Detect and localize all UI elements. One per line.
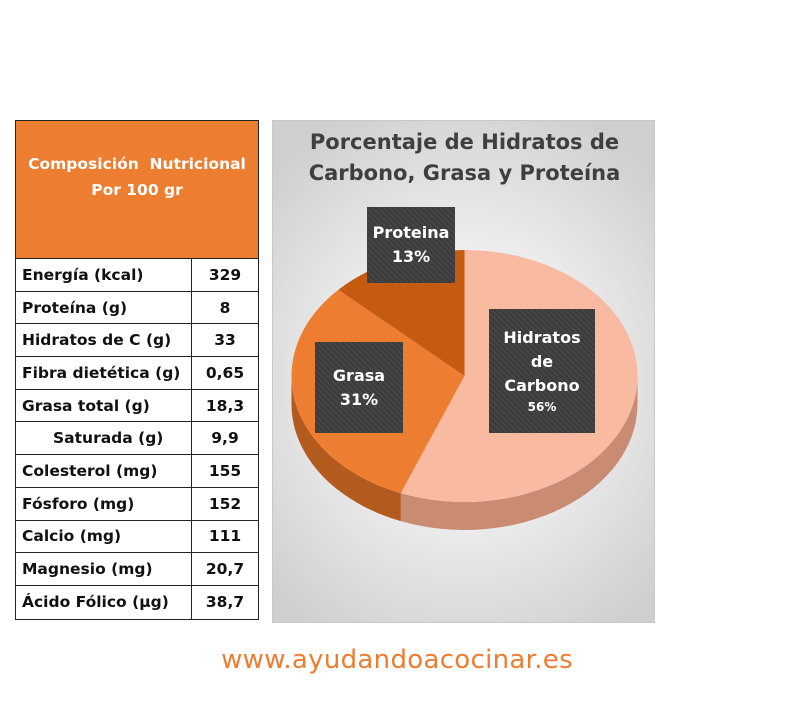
row-label: Ácido Fólico (µg): [16, 585, 192, 619]
row-value: 111: [208, 527, 242, 546]
row-value: 18,3: [205, 396, 245, 415]
row-label: Energía (kcal): [16, 259, 192, 291]
table-row: Fibra dietética (g) 0,65: [16, 357, 258, 390]
row-label: Fósforo (mg): [16, 487, 192, 520]
table-row: Fósforo (mg) 152: [16, 487, 258, 521]
site-url-link[interactable]: www.ayudandoacocinar.es: [221, 645, 573, 675]
slice-name-label: Hidratos de Carbono: [503, 328, 581, 395]
row-label: Fibra dietética (g): [16, 357, 192, 389]
row-value: 38,7: [205, 593, 245, 612]
slice-percent-label: 31%: [339, 389, 379, 409]
table-header-line2: Por 100 gr: [91, 181, 183, 199]
slice-name-label: Grasa: [332, 365, 386, 385]
pie-side-grasa: [291, 376, 401, 522]
chart-panel: Porcentaje de Hidratos de Carbono, Grasa…: [272, 120, 655, 623]
row-label: Calcio (mg): [16, 520, 192, 553]
row-label: Saturada (g): [16, 422, 192, 455]
slice-name-label: Proteina: [372, 223, 450, 242]
data-label-hidratos: Hidratos de Carbono 56%: [489, 309, 595, 433]
data-label-grasa: Grasa 31%: [315, 342, 403, 433]
table-row: Grasa total (g) 18,3: [16, 389, 258, 423]
row-label: Grasa total (g): [16, 389, 192, 422]
row-label: Colesterol (mg): [16, 455, 192, 487]
row-label: Hidratos de C (g): [16, 324, 192, 357]
chart-title: Porcentaje de Hidratos de Carbono, Grasa…: [308, 130, 621, 185]
pie-side-hidratos-de-carbono: [400, 376, 638, 530]
data-label-proteina: Proteina 13%: [367, 207, 455, 283]
row-value: 155: [208, 461, 242, 480]
row-value: 0,65: [205, 363, 245, 382]
row-value: 33: [214, 331, 236, 350]
table-row: Calcio (mg) 111: [16, 520, 258, 554]
table-row: Colesterol (mg) 155: [16, 455, 258, 488]
table-header: Composición Nutricional Por 100 gr: [16, 121, 258, 259]
row-value: 329: [208, 265, 242, 284]
table-row: Ácido Fólico (µg) 38,7: [16, 585, 258, 619]
table-row: Proteína (g) 8: [16, 291, 258, 325]
row-value: 152: [208, 494, 242, 513]
table-row: Energía (kcal) 329: [16, 259, 258, 292]
row-value: 8: [219, 298, 231, 317]
table-row: Saturada (g) 9,9: [16, 422, 258, 456]
table-row: Hidratos de C (g) 33: [16, 324, 258, 358]
table-row: Magnesio (mg) 20,7: [16, 553, 258, 586]
slice-percent-label: 13%: [391, 247, 431, 266]
nutrition-table: Composición Nutricional Por 100 gr Energ…: [15, 120, 259, 620]
row-value: 9,9: [211, 429, 239, 448]
row-label: Magnesio (mg): [16, 553, 192, 585]
slice-percent-label: 56%: [527, 400, 557, 414]
table-header-line1: Composición Nutricional: [28, 155, 246, 173]
row-label: Proteína (g): [16, 291, 192, 324]
row-value: 20,7: [205, 560, 245, 579]
